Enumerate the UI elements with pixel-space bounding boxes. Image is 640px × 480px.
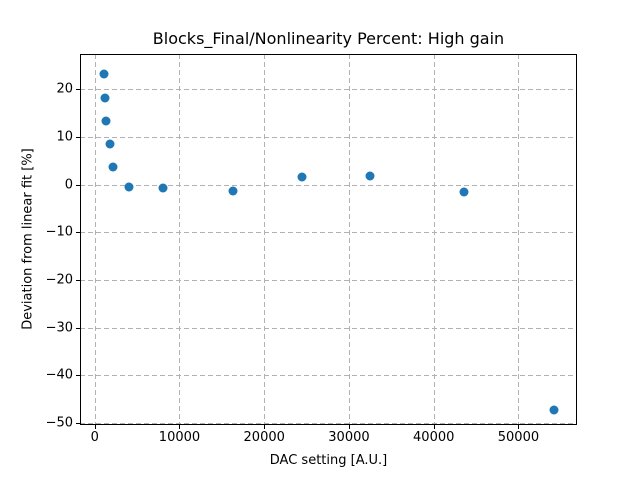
data-point: [228, 186, 238, 196]
y-gridline: [80, 232, 577, 234]
y-tick-mark: [76, 136, 80, 138]
y-gridline: [80, 327, 577, 329]
y-gridline: [80, 423, 577, 425]
y-gridline: [80, 136, 577, 138]
x-gridline: [94, 54, 96, 425]
y-tick-mark: [76, 280, 80, 282]
x-gridline: [179, 54, 181, 425]
x-tick-label: 0: [90, 430, 99, 445]
data-point: [105, 139, 115, 149]
y-tick-label: −30: [45, 320, 73, 336]
x-gridline: [348, 54, 350, 425]
plot-area: 0 10000 20000 30000 40000 50000 20 10 0 −10 −20 −30…: [46, 54, 577, 445]
y-tick-mark: [76, 423, 80, 425]
data-point: [101, 116, 111, 126]
y-tick-label: 10: [56, 129, 73, 145]
x-tick-label: 20000: [243, 430, 285, 445]
y-tick-mark: [76, 232, 80, 234]
y-tick-label: 20: [56, 81, 73, 97]
x-tick-mark: [518, 425, 520, 429]
x-axis-label: DAC setting [A.U.]: [269, 453, 388, 468]
x-tick-mark: [179, 425, 181, 429]
x-tick-label: 10000: [158, 430, 201, 445]
x-tick-label: 30000: [328, 430, 370, 445]
x-gridline: [433, 54, 435, 425]
y-tick-mark: [76, 89, 80, 91]
data-point: [100, 93, 110, 103]
y-tick-label: 0: [64, 177, 73, 193]
x-tick-label: 50000: [497, 430, 540, 445]
y-gridline: [80, 280, 577, 282]
data-point: [108, 162, 118, 172]
y-gridline: [80, 89, 577, 91]
data-point: [99, 69, 109, 79]
chart-title: Blocks_Final/Nonlinearity Percent: High …: [152, 29, 505, 48]
y-gridline: [80, 184, 577, 186]
data-point: [124, 182, 134, 192]
x-tick-label: 40000: [413, 430, 455, 445]
x-tick-mark: [264, 425, 266, 429]
x-tick-mark: [433, 425, 435, 429]
y-axis-label: Deviation from linear fit [%]: [20, 148, 36, 330]
x-tick-mark: [94, 425, 96, 429]
data-point: [158, 183, 168, 193]
data-point: [459, 187, 469, 197]
y-tick-label: −50: [45, 415, 73, 431]
y-tick-mark: [76, 184, 80, 186]
y-tick-label: −10: [45, 224, 73, 240]
data-point: [365, 171, 375, 181]
x-tick-mark: [348, 425, 350, 429]
y-tick-mark: [76, 375, 80, 377]
y-tick-mark: [76, 327, 80, 329]
y-tick-label: −40: [45, 367, 73, 383]
y-tick-label: −20: [45, 272, 73, 288]
x-gridline: [264, 54, 266, 425]
x-gridline: [518, 54, 520, 425]
axes-spines: [80, 54, 577, 425]
y-gridline: [80, 375, 577, 377]
data-point: [297, 172, 306, 182]
data-point: [549, 405, 559, 415]
